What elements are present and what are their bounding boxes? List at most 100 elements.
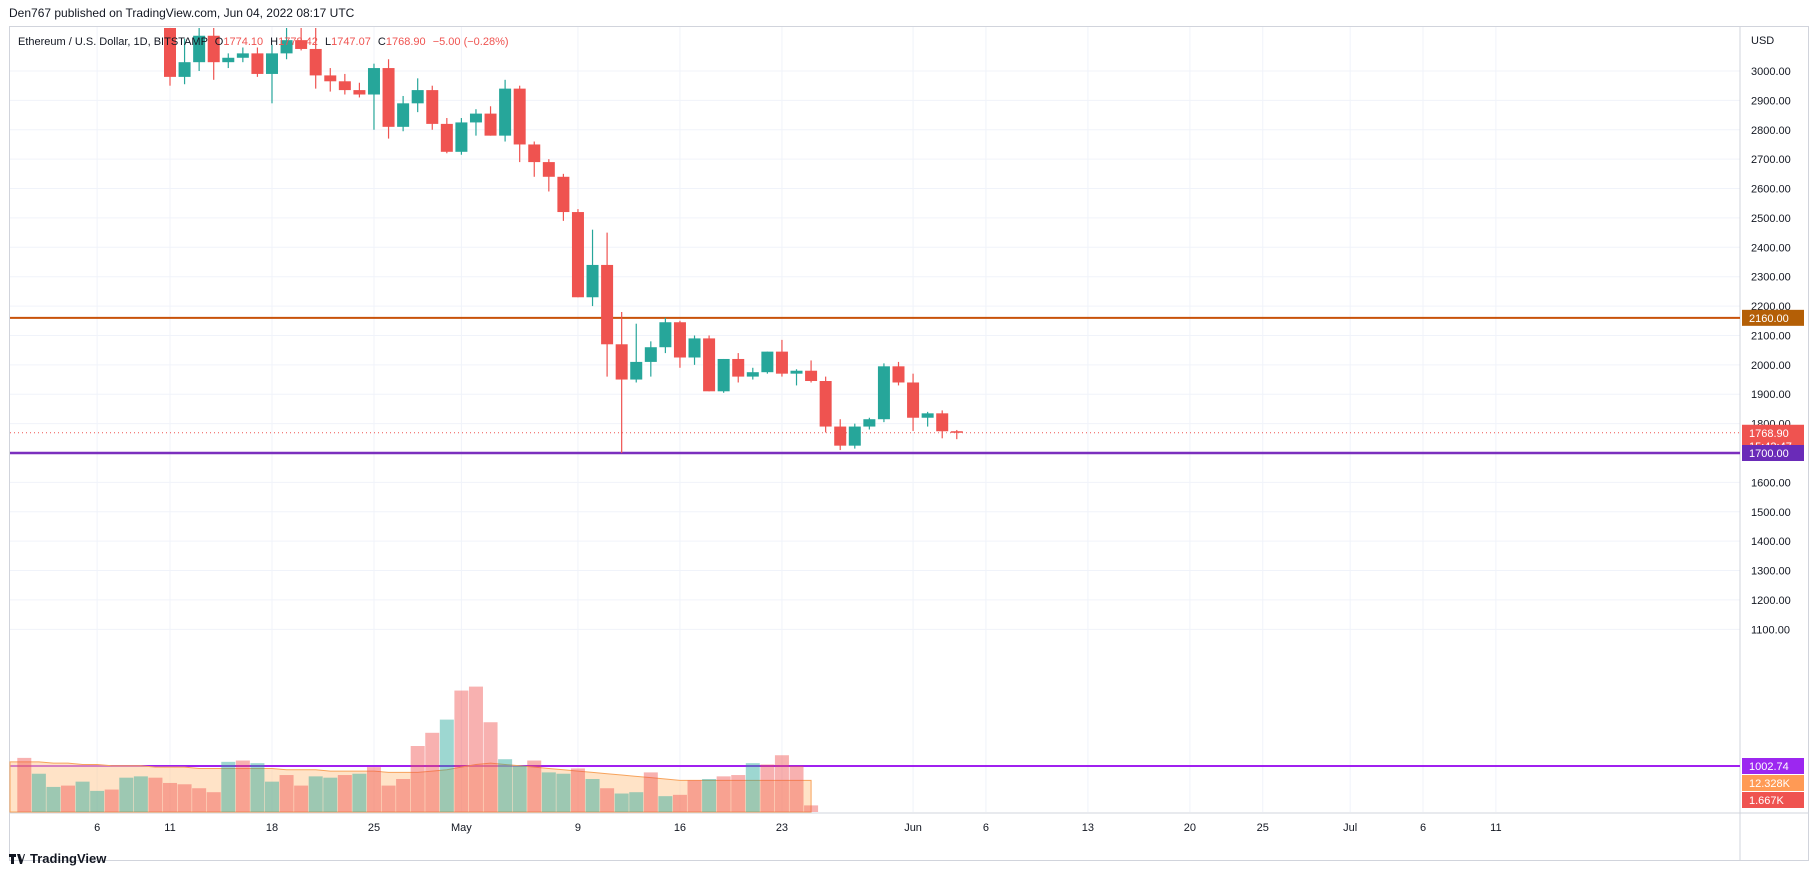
volume-bar: [570, 768, 585, 812]
candle-body: [586, 264, 599, 298]
candle-body: [601, 264, 614, 345]
volume-bar: [600, 788, 615, 812]
svg-text:Ethereum / U.S. Dollar, 1D, BI: Ethereum / U.S. Dollar, 1D, BITSTAMP O17…: [18, 36, 509, 48]
time-tick-label: 18: [266, 822, 278, 834]
candle-body: [630, 361, 643, 380]
volume-bar: [804, 805, 819, 812]
candle-body: [426, 90, 439, 124]
horizontal-levels: [10, 316, 1740, 767]
candle-body: [790, 370, 803, 374]
time-tick-label: 9: [575, 822, 581, 834]
volume-value-badge: 12.328K: [1742, 775, 1804, 791]
candle: [688, 335, 701, 365]
candle: [571, 209, 584, 298]
candle: [353, 82, 366, 98]
candle-body: [746, 372, 759, 377]
candle: [557, 173, 570, 221]
time-tick-label: 23: [776, 822, 788, 834]
volume-bar: [483, 722, 498, 812]
footer[interactable]: TradingView: [9, 851, 106, 866]
candle-body: [440, 123, 453, 152]
volume-value-badge-text: 12.328K: [1749, 778, 1791, 790]
currency-label: USD: [1751, 35, 1774, 47]
volume-bar: [527, 760, 542, 812]
brand-label: TradingView: [30, 851, 107, 866]
legend-open: 1774.10: [223, 36, 263, 48]
volume-bar: [206, 792, 221, 812]
candle: [630, 323, 643, 383]
candle-body: [877, 366, 890, 420]
candle-body: [615, 344, 628, 380]
volume-bar: [745, 763, 760, 812]
volume-bar: [556, 773, 571, 812]
time-tick-label: 25: [1257, 822, 1269, 834]
volume-bar: [716, 776, 731, 812]
volume-bar: [17, 757, 32, 812]
candle: [542, 159, 555, 192]
tradingview-logo-icon: [9, 853, 25, 864]
volume-bar: [512, 765, 527, 812]
candle: [411, 78, 424, 113]
candle-body: [295, 40, 308, 49]
candle: [426, 85, 439, 130]
candle: [834, 419, 847, 451]
candle: [703, 335, 716, 392]
volume-level-badge-bg: [1742, 758, 1804, 774]
candle: [921, 411, 934, 427]
candle-body: [178, 62, 191, 77]
candle-body: [673, 322, 686, 358]
volume-bar: [454, 690, 469, 812]
legend-change: −5.00 (−0.28%): [433, 36, 509, 48]
candle-body: [644, 347, 657, 362]
volume-bar: [789, 765, 804, 812]
price-tick-label: 1200.00: [1751, 595, 1791, 607]
candle: [892, 361, 905, 386]
time-tick-label: Jul: [1343, 822, 1357, 834]
volume-bar: [235, 760, 250, 812]
volume-bar: [774, 755, 789, 812]
volume-bar: [192, 788, 207, 812]
volume-value-badge-bg: [1742, 775, 1804, 791]
volume-last-badge-bg: [1742, 792, 1804, 808]
candle: [790, 369, 803, 386]
volume-bar: [75, 781, 90, 812]
candle: [309, 28, 322, 89]
volume-bar: [352, 773, 367, 812]
candle-body: [921, 413, 934, 418]
candle: [382, 59, 395, 139]
price-tick-label: 2600.00: [1751, 184, 1791, 196]
candle-body: [732, 358, 745, 377]
candle: [936, 410, 949, 439]
time-tick-label: 11: [1490, 822, 1501, 834]
candle-body: [907, 382, 920, 418]
ohlc-legend: Ethereum / U.S. Dollar, 1D, BITSTAMP O17…: [18, 36, 509, 48]
price-tick-label: 2500.00: [1751, 213, 1791, 225]
candle-body: [805, 370, 818, 382]
support-badge-text: 1700.00: [1749, 448, 1789, 460]
volume-bar: [46, 786, 61, 812]
candle: [863, 417, 876, 430]
volume-bar: [31, 773, 46, 812]
volume-bar: [294, 785, 309, 812]
candle-body: [703, 338, 716, 392]
candle-body: [499, 88, 512, 136]
volume-bar: [585, 779, 600, 812]
price-tick-label: 1500.00: [1751, 507, 1791, 519]
candle: [775, 339, 788, 377]
volume-bar: [177, 784, 192, 812]
price-tick-label: 1600.00: [1751, 477, 1791, 489]
volume-bar: [104, 789, 119, 812]
time-axis: 6 11 18 25 May 9 16 23 Jun 6 13 20 25 Jul 6 11: [94, 822, 1501, 834]
volume-bar: [541, 772, 556, 812]
time-tick-label: 11: [164, 822, 175, 834]
candle-body: [892, 366, 905, 383]
time-tick-label: 6: [1420, 822, 1426, 834]
candle-body: [455, 122, 468, 152]
candle-body: [469, 113, 482, 123]
support-badge: 1700.00: [1742, 445, 1804, 462]
candle: [469, 109, 482, 136]
volume-bar: [323, 777, 338, 812]
legend-symbol: Ethereum / U.S. Dollar, 1D, BITSTAMP: [18, 36, 208, 48]
candle: [295, 28, 308, 51]
